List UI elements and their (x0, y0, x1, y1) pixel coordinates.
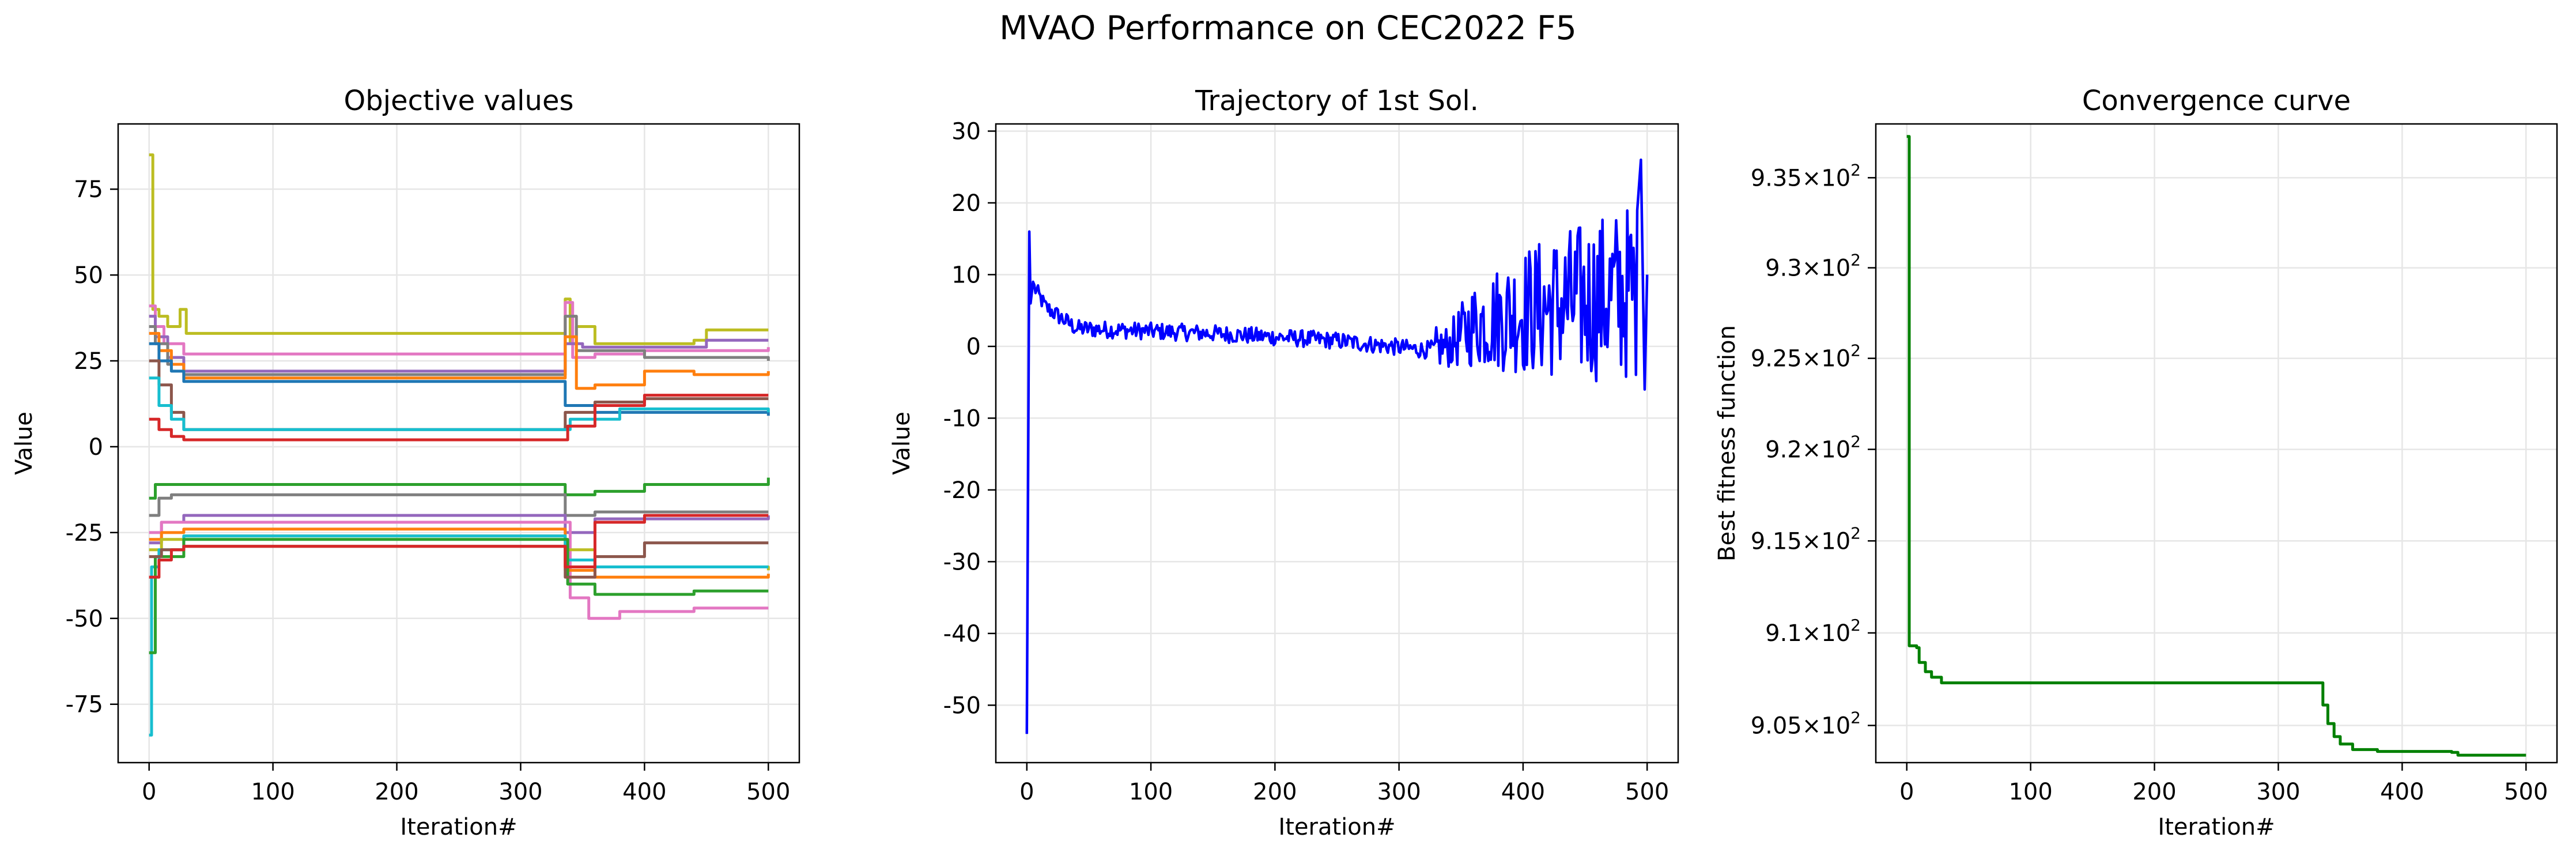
y-tick-label: 25 (74, 348, 103, 375)
x-axis-label: Iteration# (1278, 814, 1395, 840)
series-line (149, 301, 770, 359)
series-line (149, 534, 769, 737)
series-line (149, 493, 769, 517)
series-line (149, 538, 769, 654)
series-line (149, 534, 770, 571)
x-tick-label: 200 (1253, 779, 1297, 805)
panel-title: Convergence curve (2082, 85, 2351, 117)
series-line (149, 521, 769, 620)
x-tick-label: 500 (746, 779, 790, 805)
series-line (149, 153, 769, 345)
convergence-panel: 0 100 200 300 400 500 9.05×102 9.1×102 9.15×102 9… (1714, 85, 2558, 840)
x-tick-label: 100 (2008, 779, 2052, 805)
axes-frame (117, 123, 800, 764)
y-tick-label: 0 (89, 434, 103, 461)
y-tick-label: -40 (943, 621, 981, 647)
x-axis-label: Iteration# (400, 814, 517, 840)
x-tick-label: 0 (1019, 779, 1034, 805)
x-tick-label: 200 (2132, 779, 2176, 805)
y-tick-label: 9.1×102 (1765, 616, 1861, 647)
panel-title: Objective values (344, 85, 574, 117)
x-tick-label: 0 (142, 779, 156, 805)
y-tick-label: 10 (951, 262, 981, 288)
y-tick-label: 75 (74, 176, 103, 203)
x-tick-label: 400 (1501, 779, 1545, 805)
y-tick-label: 9.2×102 (1765, 432, 1861, 463)
y-tick-label: 50 (74, 262, 103, 289)
y-tick-label: 30 (951, 118, 981, 145)
series-line (149, 514, 769, 579)
objective-values-panel: 0 100 200 300 400 500 -75 -50 -25 0 25 50 75 Objectiv… (11, 85, 800, 840)
x-tick-label: 300 (2256, 779, 2300, 805)
y-tick-label: 20 (951, 190, 981, 217)
series-line (149, 315, 770, 376)
y-axis-label: Value (889, 412, 915, 475)
x-tick-label: 300 (1377, 779, 1421, 805)
x-tick-label: 100 (251, 779, 294, 805)
y-tick-label: -50 (66, 606, 103, 632)
y-tick-label: -10 (943, 405, 981, 432)
x-tick-label: 500 (1625, 779, 1669, 805)
series-line (1906, 135, 2526, 757)
trajectory-line (1025, 158, 1649, 734)
x-tick-label: 500 (2504, 779, 2548, 805)
trajectory-panel: 0 100 200 300 400 500 -50 -40 -30 -20 -10 0 10 20 30 Tr… (889, 85, 1679, 840)
y-tick-label: -20 (943, 477, 981, 504)
y-axis-label: Value (11, 412, 37, 475)
data-lines (1906, 135, 2526, 757)
y-tick-label: 9.35×102 (1751, 160, 1861, 191)
x-tick-label: 0 (1899, 779, 1914, 805)
y-tick-label: 9.05×102 (1751, 708, 1861, 740)
x-tick-label: 100 (1129, 779, 1173, 805)
x-tick-label: 400 (622, 779, 666, 805)
series-line (149, 477, 770, 500)
y-tick-label: 0 (966, 334, 981, 360)
y-tick-label: -75 (66, 692, 103, 718)
y-tick-label: 9.3×102 (1765, 251, 1861, 282)
series-line (149, 376, 770, 431)
axes-frame (995, 123, 1679, 764)
series-line (149, 541, 769, 579)
y-tick-label: -25 (66, 520, 103, 546)
x-axis-label: Iteration# (2158, 814, 2275, 840)
y-tick-label: 9.25×102 (1751, 341, 1861, 372)
x-tick-label: 200 (375, 779, 418, 805)
series-line (149, 394, 769, 442)
figure-title: MVAO Performance on CEC2022 F5 (999, 9, 1577, 47)
y-tick-label: 9.15×102 (1751, 523, 1861, 555)
x-tick-label: 400 (2380, 779, 2424, 805)
data-lines (149, 153, 770, 737)
axes-frame (1875, 123, 2558, 764)
y-axis-label: Best fitness function (1714, 325, 1740, 561)
series-line (149, 527, 770, 579)
panel-title: Trajectory of 1st Sol. (1195, 85, 1479, 117)
data-lines (1025, 158, 1649, 734)
series-line (149, 331, 770, 390)
y-tick-label: -50 (943, 692, 981, 719)
y-tick-label: -30 (943, 549, 981, 575)
x-tick-label: 300 (498, 779, 542, 805)
